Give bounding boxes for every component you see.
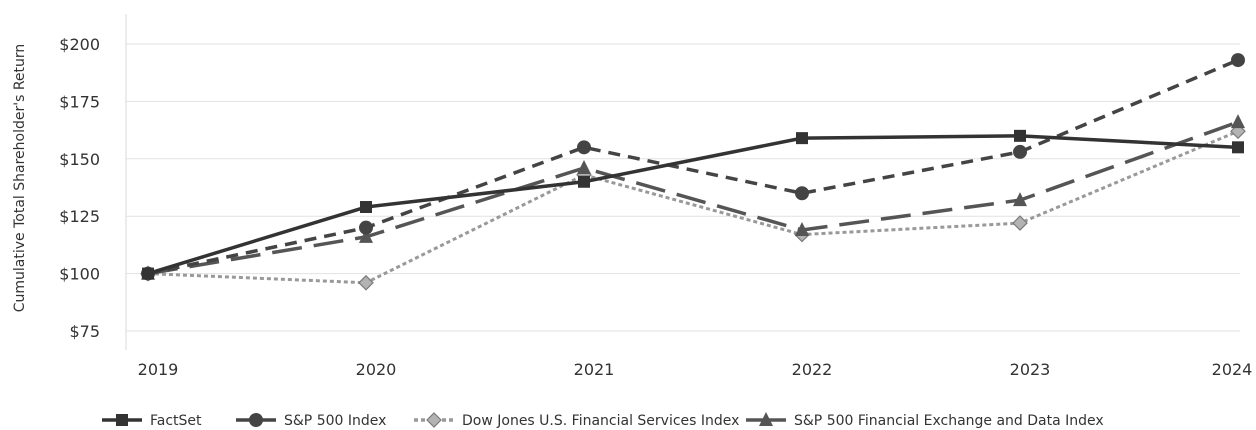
legend-label: S&P 500 Index (284, 413, 386, 429)
series-square (142, 129, 1244, 280)
x-tick-labels: 2019 2020 2021 2022 2023 2024 (138, 360, 1253, 379)
y-tick-label: $150 (59, 150, 100, 169)
data-point-triangle (359, 228, 373, 243)
data-point-square (578, 175, 590, 188)
data-point-circle (1231, 53, 1245, 68)
data-point-circle (577, 140, 591, 155)
legend-marker-triangle (759, 412, 773, 426)
x-tick-label: 2020 (356, 360, 397, 379)
y-tick-label: $100 (59, 265, 100, 284)
x-tick-label: 2019 (138, 360, 179, 379)
legend-label: S&P 500 Financial Exchange and Data Inde… (794, 413, 1104, 429)
y-tick-label: $75 (69, 322, 100, 341)
gridlines (126, 43, 1240, 332)
series-line (147, 58, 1239, 276)
legend-item: S&P 500 Financial Exchange and Data Inde… (746, 412, 1104, 429)
data-point-circle (359, 220, 373, 235)
y-axis-label: Cumulative Total Shareholder's Return (12, 44, 28, 313)
series-line (147, 134, 1239, 276)
data-point-square (1232, 141, 1244, 154)
y-tick-label: $125 (59, 207, 100, 226)
series-lines (140, 53, 1246, 291)
legend-item: FactSet (102, 413, 202, 429)
data-point-square (360, 201, 372, 214)
x-tick-label: 2023 (1010, 360, 1051, 379)
legend-marker-circle (249, 413, 263, 427)
x-tick-label: 2024 (1212, 360, 1253, 379)
x-tick-label: 2022 (792, 360, 833, 379)
data-point-triangle (795, 221, 809, 236)
legend-item: S&P 500 Index (236, 413, 386, 429)
data-point-square (796, 132, 808, 145)
legend-marker-square (116, 414, 128, 426)
legend-item: Dow Jones U.S. Financial Services Index (414, 412, 739, 429)
series-triangle (141, 114, 1245, 280)
series-line (147, 129, 1239, 285)
series-line (147, 120, 1239, 276)
legend-marker-diamond (426, 412, 442, 428)
y-tick-label: $200 (59, 35, 100, 54)
data-point-triangle (1013, 192, 1027, 207)
data-point-triangle (1231, 114, 1245, 129)
data-point-circle (1013, 144, 1027, 159)
data-point-triangle (577, 159, 591, 174)
series-circle (141, 53, 1245, 281)
data-point-diamond (1012, 215, 1028, 231)
data-point-diamond (358, 274, 374, 291)
series-diamond (140, 123, 1246, 291)
legend: FactSet S&P 500 Index Dow Jones U.S. Finan… (102, 412, 1104, 429)
x-tick-label: 2021 (574, 360, 615, 379)
y-tick-label: $175 (59, 92, 100, 111)
legend-label: FactSet (150, 413, 202, 429)
data-point-square (142, 267, 154, 280)
y-tick-labels: $75 $100 $125 $150 $175 $200 (59, 35, 100, 341)
data-point-circle (795, 186, 809, 201)
legend-label: Dow Jones U.S. Financial Services Index (462, 413, 739, 429)
data-point-square (1014, 129, 1026, 142)
